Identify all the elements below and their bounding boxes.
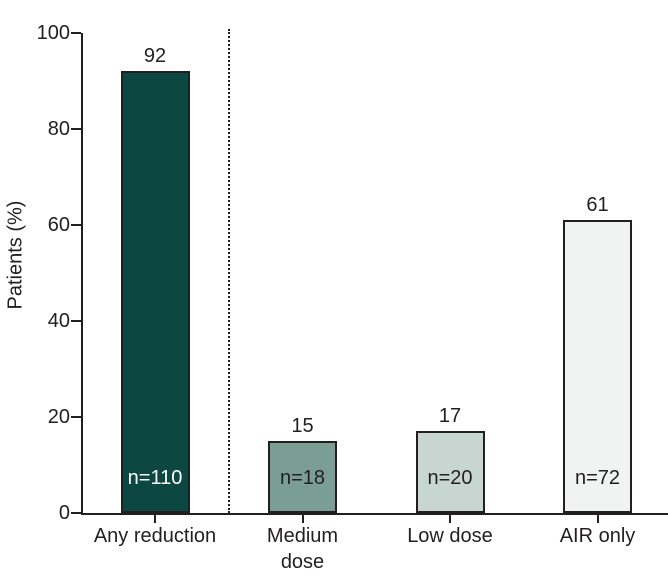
y-axis-tick-label: 60 — [47, 214, 70, 236]
x-category-label-air-only: AIR only — [559, 525, 636, 547]
y-axis-tick — [71, 512, 81, 514]
bar-value-label: 92 — [143, 45, 167, 68]
bar-any-reduction — [120, 71, 190, 513]
y-axis-tick-label: 100 — [36, 22, 70, 44]
bar-n-label: n=20 — [427, 467, 473, 489]
bar-n-label: n=110 — [127, 467, 183, 489]
plot-area: 0 20 40 60 80 100 92 n=110 Any reduction 15 n=18 Me… — [37, 23, 668, 573]
x-axis-tick — [301, 515, 304, 523]
x-axis-tick — [154, 515, 156, 523]
x-axis-line — [81, 513, 668, 515]
y-axis-tick — [71, 32, 81, 34]
x-category-label-medium-dose: Medium dose — [266, 525, 339, 573]
y-axis-tick — [71, 320, 81, 322]
x-axis-tick — [596, 515, 599, 523]
group-divider-dotted-line — [227, 29, 230, 513]
bar-value-label: 15 — [291, 415, 314, 437]
y-axis-line — [81, 33, 83, 515]
y-axis-tick-label: 20 — [47, 406, 70, 428]
bar-air-only — [563, 220, 632, 513]
bar-value-label: 17 — [438, 405, 462, 428]
x-category-label-low-dose: Low dose — [407, 525, 493, 547]
y-axis-tick — [71, 128, 81, 130]
y-axis-tick-label: 80 — [47, 118, 70, 140]
y-axis-tick — [71, 416, 81, 418]
y-axis-tick — [71, 224, 81, 226]
bar-n-label: n=72 — [574, 467, 621, 489]
x-axis-tick — [449, 515, 451, 523]
bar-low-dose — [415, 431, 485, 513]
bar-value-label: 61 — [586, 194, 609, 217]
x-category-label-any-reduction: Any reduction — [93, 525, 217, 547]
y-axis-tick-label: 0 — [58, 502, 70, 524]
bar-n-label: n=18 — [279, 467, 326, 489]
bar-medium-dose — [268, 441, 337, 513]
y-axis-tick-label: 40 — [47, 310, 70, 332]
